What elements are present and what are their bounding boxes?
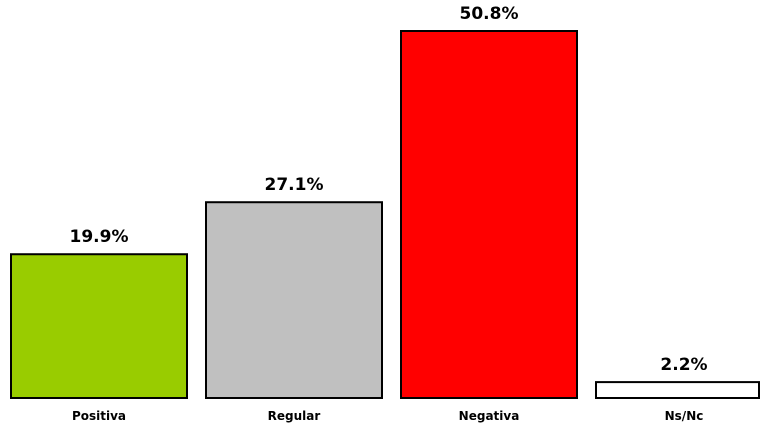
category-label-positiva: Positiva bbox=[72, 409, 126, 423]
category-label-regular: Regular bbox=[268, 409, 321, 423]
category-label-negativa: Negativa bbox=[459, 409, 520, 423]
category-label-ns-nc: Ns/Nc bbox=[665, 409, 704, 423]
bar-regular bbox=[205, 201, 383, 399]
bars-layer bbox=[10, 30, 760, 399]
value-label-regular: 27.1% bbox=[265, 175, 324, 195]
value-label-ns-nc: 2.2% bbox=[660, 355, 707, 375]
bar-negativa bbox=[400, 30, 578, 399]
value-label-negativa: 50.8% bbox=[460, 4, 519, 24]
bar-ns-nc bbox=[595, 381, 760, 399]
value-label-positiva: 19.9% bbox=[70, 227, 129, 247]
labels-layer: 19.9% Positiva 27.1% Regular 50.8% Negativa 2.… bbox=[70, 4, 708, 423]
bar-positiva bbox=[10, 253, 188, 399]
